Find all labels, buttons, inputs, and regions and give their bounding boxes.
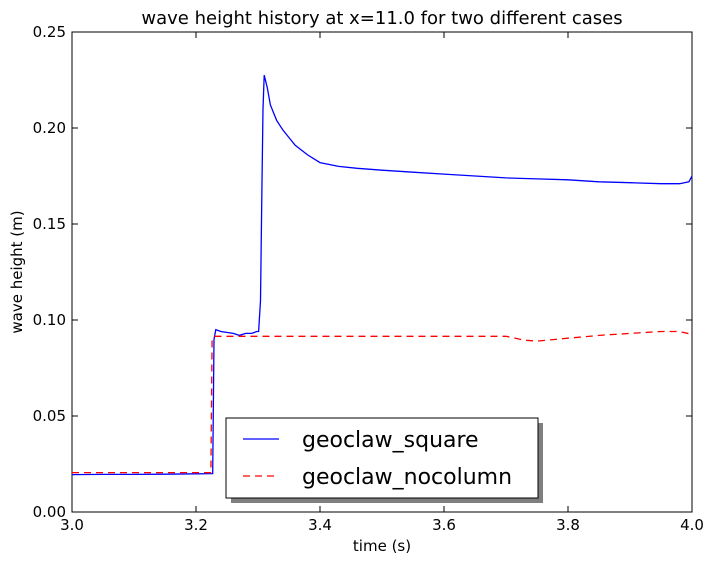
tick-labels: 3.0 3.2 3.4 3.6 3.8 4.0 0.00 0.05 0.10 0.15 0.20 0.… xyxy=(33,23,704,534)
y-tick-label: 0.15 xyxy=(33,215,66,233)
legend-label-geoclaw-square: geoclaw_square xyxy=(302,428,479,453)
chart-title: wave height history at x=11.0 for two di… xyxy=(141,8,622,29)
y-tick-label: 0.00 xyxy=(33,503,66,521)
y-tick-label: 0.25 xyxy=(33,23,66,41)
series-lines xyxy=(71,75,693,476)
y-tick-label: 0.05 xyxy=(33,407,66,425)
x-tick-label: 3.0 xyxy=(60,516,84,534)
series-line-geoclaw-square xyxy=(71,75,693,476)
y-tick-label: 0.20 xyxy=(33,119,66,137)
legend-label-geoclaw-nocolumn: geoclaw_nocolumn xyxy=(302,465,512,490)
y-axis-label: wave height (m) xyxy=(8,210,26,333)
legend: geoclaw_square geoclaw_nocolumn xyxy=(225,417,543,503)
x-tick-label: 3.8 xyxy=(556,516,580,534)
legend-box xyxy=(225,417,539,499)
axis-ticks xyxy=(71,31,693,513)
x-tick-label: 4.0 xyxy=(680,516,704,534)
x-tick-label: 3.4 xyxy=(308,516,332,534)
y-tick-label: 0.10 xyxy=(33,311,66,329)
x-tick-label: 3.2 xyxy=(184,516,208,534)
x-axis-label: time (s) xyxy=(353,537,411,555)
x-tick-label: 3.6 xyxy=(432,516,456,534)
